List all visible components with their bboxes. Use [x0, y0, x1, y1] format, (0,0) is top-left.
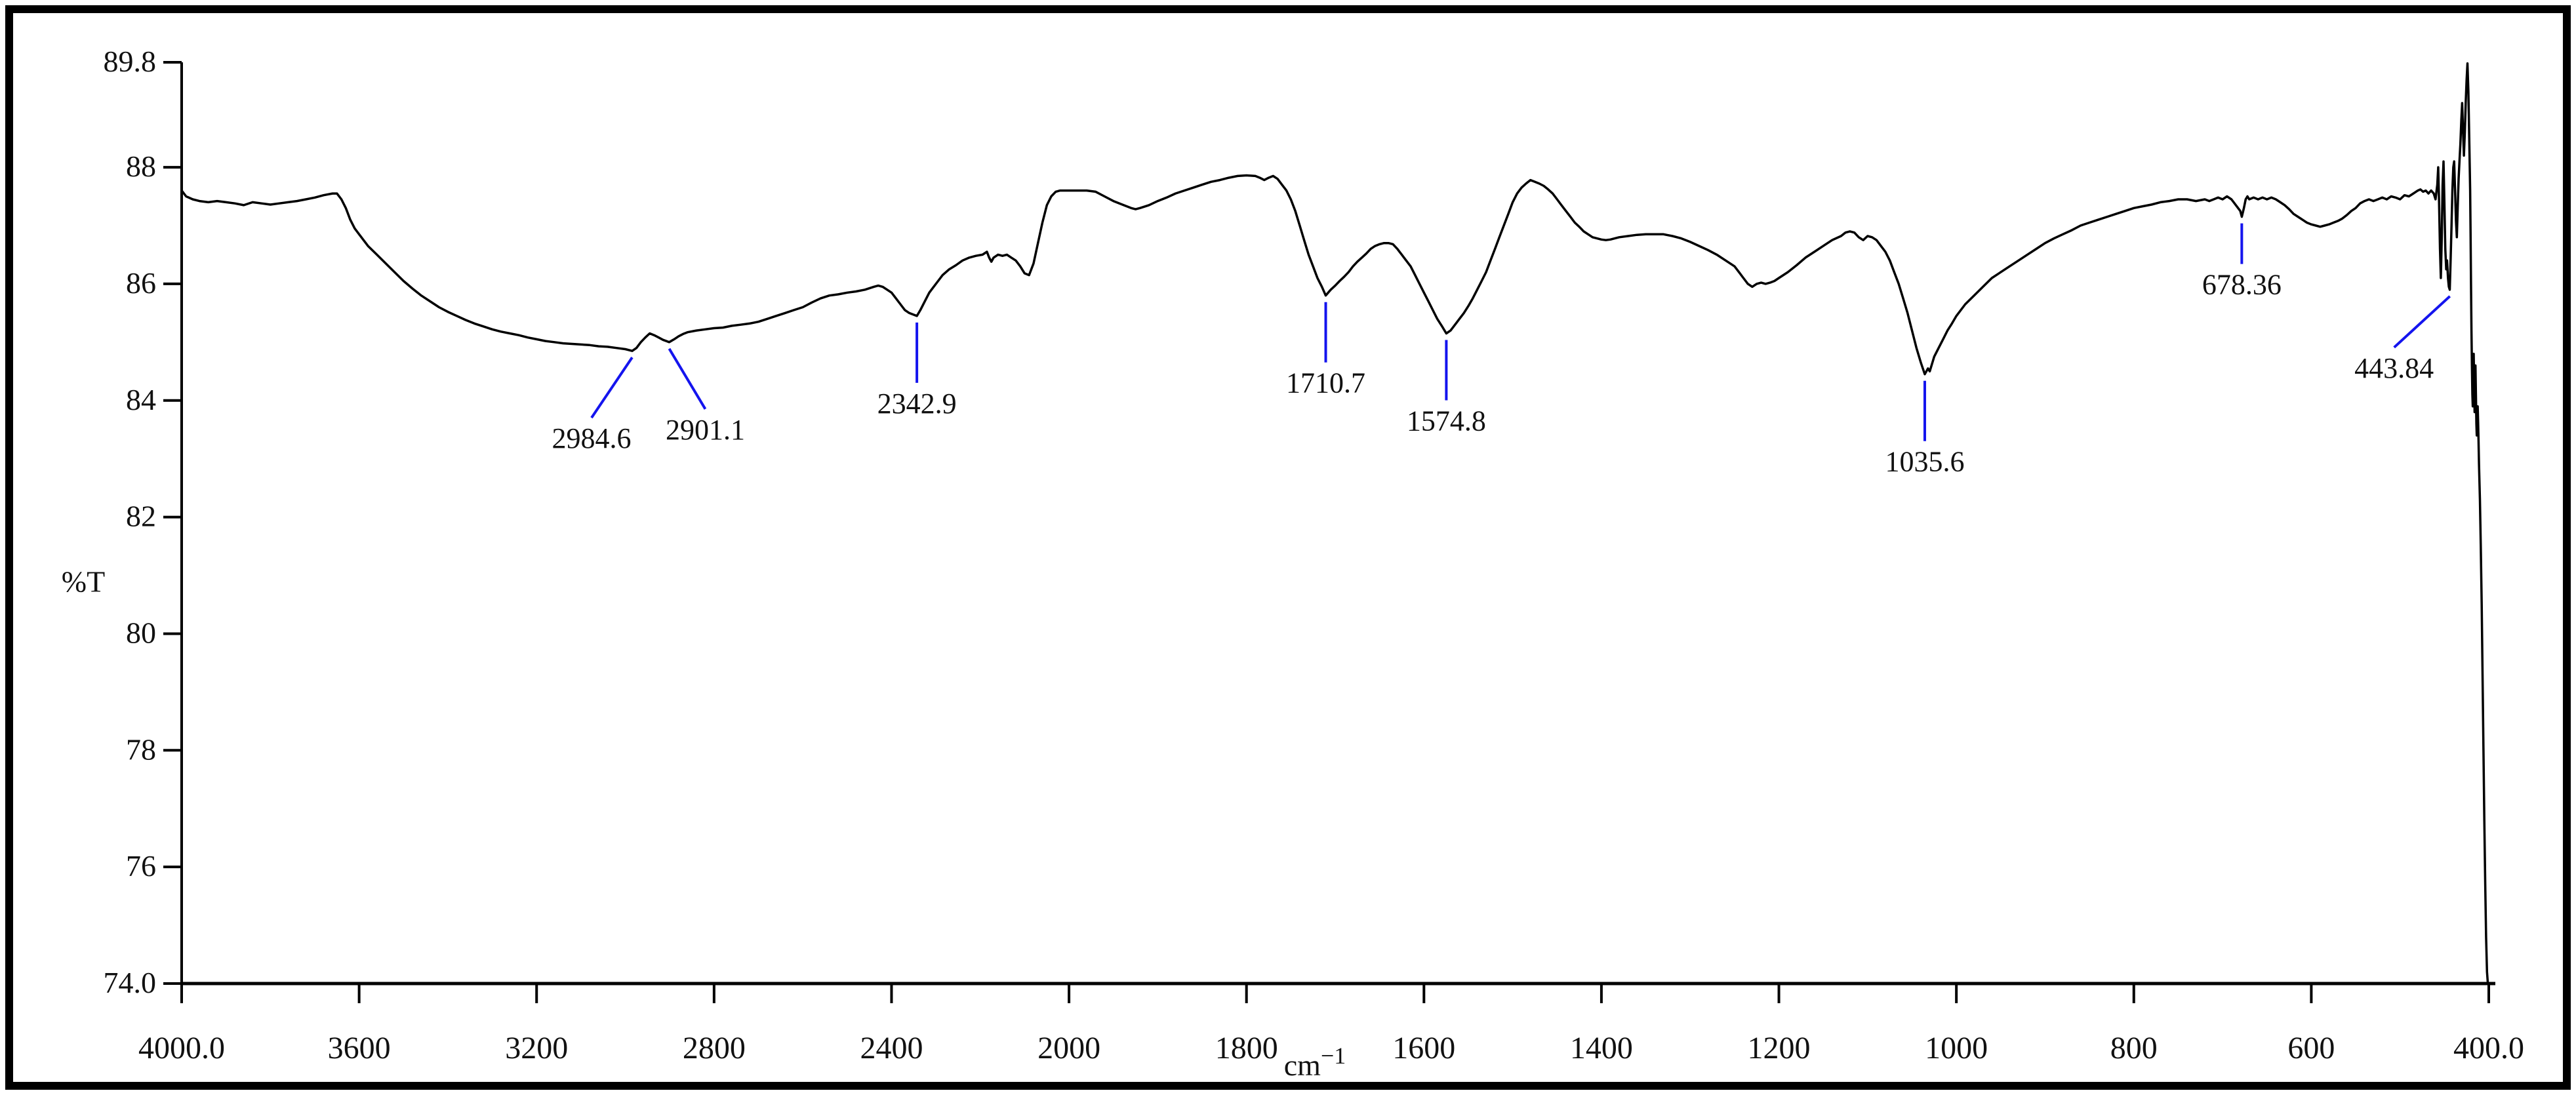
peak-label: 2901.1: [666, 414, 745, 446]
x-tick-label: 3200: [505, 1031, 568, 1065]
spectrum-curve: [180, 62, 2489, 985]
peak-leader-line: [668, 348, 707, 410]
x-tick-label: 2000: [1037, 1031, 1100, 1065]
y-axis-title: %T: [62, 565, 105, 598]
figure-border: [5, 5, 2571, 1090]
x-tick-label: 2400: [860, 1031, 923, 1065]
x-tick-label: 1000: [1925, 1031, 1988, 1065]
y-tick-label: 78: [126, 732, 156, 766]
peak-label: 1035.6: [1885, 446, 1964, 478]
y-tick-label: 88: [126, 149, 156, 183]
y-tick-label: 84: [126, 383, 156, 416]
peak-label: 1574.8: [1407, 405, 1486, 437]
x-tick-label: 4000.0: [138, 1031, 225, 1065]
peak-label: 678.36: [2202, 269, 2282, 301]
x-tick-label: 600: [2287, 1031, 2335, 1065]
peak-label: 1710.7: [1286, 367, 1365, 399]
x-tick-label: 3600: [328, 1031, 391, 1065]
x-tick-label: 1800: [1215, 1031, 1278, 1065]
x-axis-title: cm−1: [1284, 1043, 1346, 1082]
x-tick-label: 1400: [1570, 1031, 1633, 1065]
x-tick-label: 1600: [1392, 1031, 1455, 1065]
x-tick-label: 400.0: [2453, 1031, 2524, 1065]
x-tick-label: 800: [2110, 1031, 2158, 1065]
y-tick-label: 89.8: [104, 45, 157, 78]
peak-leader-line: [2393, 295, 2451, 349]
y-tick-label: 82: [126, 500, 156, 533]
y-tick-label: 74.0: [104, 966, 157, 999]
peak-leader-line: [590, 357, 634, 419]
peak-label: 443.84: [2354, 352, 2434, 384]
peak-label: 2342.9: [877, 388, 957, 420]
y-tick-label: 76: [126, 849, 156, 883]
y-tick-label: 80: [126, 616, 156, 649]
y-tick-label: 86: [126, 266, 156, 300]
x-tick-label: 1200: [1748, 1031, 1811, 1065]
x-tick-label: 2800: [683, 1031, 746, 1065]
peak-label: 2984.6: [552, 422, 631, 454]
